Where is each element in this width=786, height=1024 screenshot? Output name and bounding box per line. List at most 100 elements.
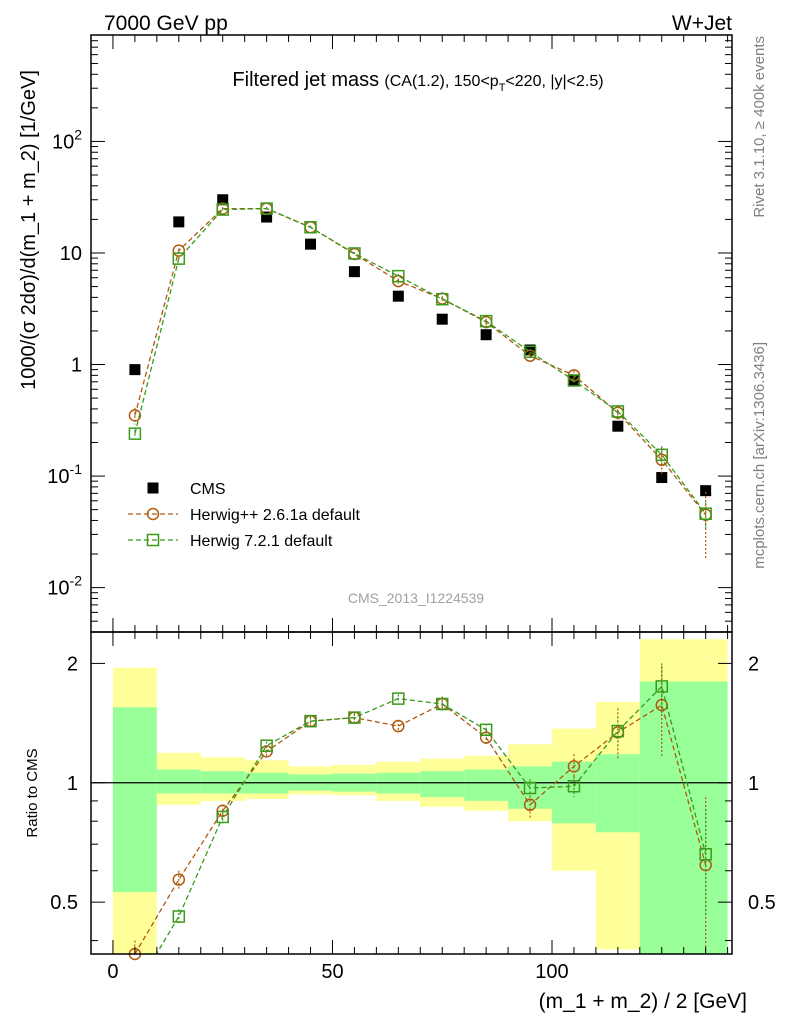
main-title-rest: <220, |y|<2.5): [505, 73, 603, 90]
main-data-marks: [128, 194, 712, 560]
main-series-2-point: [523, 345, 537, 359]
main-y-tick-label: 10: [60, 243, 82, 265]
ratio-series-1-point: [523, 781, 537, 795]
ratio-y-tick-label-right: 2: [748, 653, 759, 675]
main-y-tick-label: 1: [71, 355, 82, 377]
ratio-band-inner: [464, 769, 509, 801]
main-series-2-point: [348, 247, 361, 260]
main-series-0-point: [700, 485, 712, 497]
main-series-1-point: [128, 409, 142, 422]
main-series-0-point: [612, 420, 624, 432]
main-y-tick-exponent: 2: [74, 126, 82, 142]
x-tick-label: 50: [321, 961, 343, 983]
main-series-0-point: [261, 211, 273, 223]
ratio-data-marks: [91, 639, 732, 961]
main-series-1-point: [172, 244, 186, 257]
svg-text:Filtered jet mass (CA(: Filtered jet mass (CA(1.2), 150<pT<220, …: [232, 69, 603, 94]
main-series-0-point: [129, 364, 141, 376]
main-title: Filtered jet mass (CA(1.2), 150<pT<220, …: [232, 69, 603, 94]
ratio-series-1-point: [611, 724, 625, 738]
main-series-2-point: [128, 427, 142, 440]
ratio-series-1-point: [348, 711, 361, 724]
main-series-0-point: [173, 216, 185, 228]
main-y-tick-exponent: -2: [70, 573, 83, 589]
main-series-0-point: [348, 266, 360, 278]
x-axis-label: (m_1 + m_2) / 2 [GeV]: [539, 990, 747, 1013]
ratio-series-0-point: [523, 798, 537, 812]
legend-marker: [146, 507, 160, 521]
main-title-suffix: (CA(1.2), 150<p: [384, 73, 498, 90]
main-series-0-point: [217, 194, 229, 206]
ratio-series-1-point: [392, 692, 405, 705]
ratio-plot-frame: [90, 631, 733, 955]
ratio-y-axis-label: Ratio to CMS: [24, 748, 41, 837]
main-y-tick-base: 1: [71, 355, 82, 377]
ratio-series-1-point: [260, 739, 273, 752]
main-series-0-point: [436, 313, 448, 325]
legend: CMS Herwig++ 2.6.1a default Herwig 7.2.1 d…: [128, 481, 360, 550]
ratio-series-1-point: [435, 697, 449, 711]
header-right-label: W+Jet: [672, 12, 732, 35]
main-y-tick-base: 10: [52, 131, 74, 153]
rivet-version-label: Rivet 3.1.10, ≥ 400k events: [751, 36, 768, 218]
main-y-tick-base: 10: [47, 578, 69, 600]
main-series-2-point: [479, 314, 493, 328]
legend-marker: [147, 482, 159, 494]
main-y-axis-label: 1000/(σ 2dσ)/d(m_1 + m_2) [1/GeV]: [18, 70, 40, 390]
main-series-2-point: [655, 448, 669, 462]
x-tick-label: 100: [535, 961, 568, 983]
ratio-y-tick-label-left: 0.5: [50, 892, 78, 914]
analysis-label: CMS_2013_I1224539: [348, 590, 484, 606]
ratio-y-tick-label-left: 2: [67, 653, 78, 675]
main-series-2-point: [567, 374, 581, 387]
ratio-series-0-point: [172, 873, 186, 886]
main-y-tick-base: 10: [60, 243, 82, 265]
ratio-series-1-point: [567, 780, 581, 793]
main-series-2-point: [435, 292, 449, 306]
main-series-0-point: [656, 472, 668, 484]
main-series-2-point: [216, 203, 229, 216]
mcplots-label: mcplots.cern.ch [arXiv:1306.3436]: [751, 342, 768, 569]
ratio-series-1-point: [172, 910, 186, 923]
ratio-band-inner: [112, 707, 157, 893]
main-series-2-point: [611, 405, 625, 418]
ratio-series-1-point: [655, 680, 669, 693]
main-series-2-point: [304, 221, 317, 234]
main-y-tick-label: 10-2: [47, 573, 82, 600]
main-y-tick-exponent: -1: [70, 461, 83, 477]
legend-marker: [146, 533, 160, 547]
ratio-series-1-point: [216, 810, 229, 824]
legend-label: Herwig 7.2.1 default: [190, 533, 333, 550]
ratio-series-1-point: [479, 723, 493, 737]
ratio-series-1-point: [304, 714, 317, 728]
main-y-tick-label: 102: [52, 126, 82, 153]
ratio-series-0-point: [567, 760, 581, 773]
ratio-band-inner: [595, 754, 640, 833]
ratio-y-tick-label-left: 1: [67, 773, 78, 795]
ratio-band-inner: [156, 769, 201, 794]
header-left-label: 7000 GeV pp: [104, 12, 228, 35]
ratio-axis-ticks: 0.5 0.5 1 1 2 2 0 50 100: [50, 632, 776, 983]
legend-label: Herwig++ 2.6.1a default: [190, 507, 360, 524]
main-title-subscript: T: [499, 82, 506, 94]
ratio-panel: 0.5 0.5 1 1 2 2 0 50 100 Ratio to CMS (m_1 + m_2…: [24, 631, 776, 1013]
ratio-series-0-line: [134, 703, 707, 954]
main-series-0-point: [392, 290, 404, 302]
ratio-series-1-line: [155, 685, 707, 954]
main-series-2-line: [134, 207, 707, 515]
main-series-0-point: [480, 329, 492, 341]
ratio-band-inner: [420, 771, 465, 798]
legend-label: CMS: [190, 481, 226, 498]
x-tick-label: 0: [107, 961, 118, 983]
main-y-tick-base: 10: [47, 466, 69, 488]
ratio-series-0-point: [392, 719, 405, 733]
main-series-2-point: [699, 507, 712, 520]
main-series-2-point: [392, 269, 405, 283]
main-series-2-point: [172, 252, 186, 265]
ratio-series-1-point: [699, 848, 712, 861]
ratio-y-tick-label-right: 0.5: [748, 892, 776, 914]
main-series-0-point: [305, 238, 317, 250]
